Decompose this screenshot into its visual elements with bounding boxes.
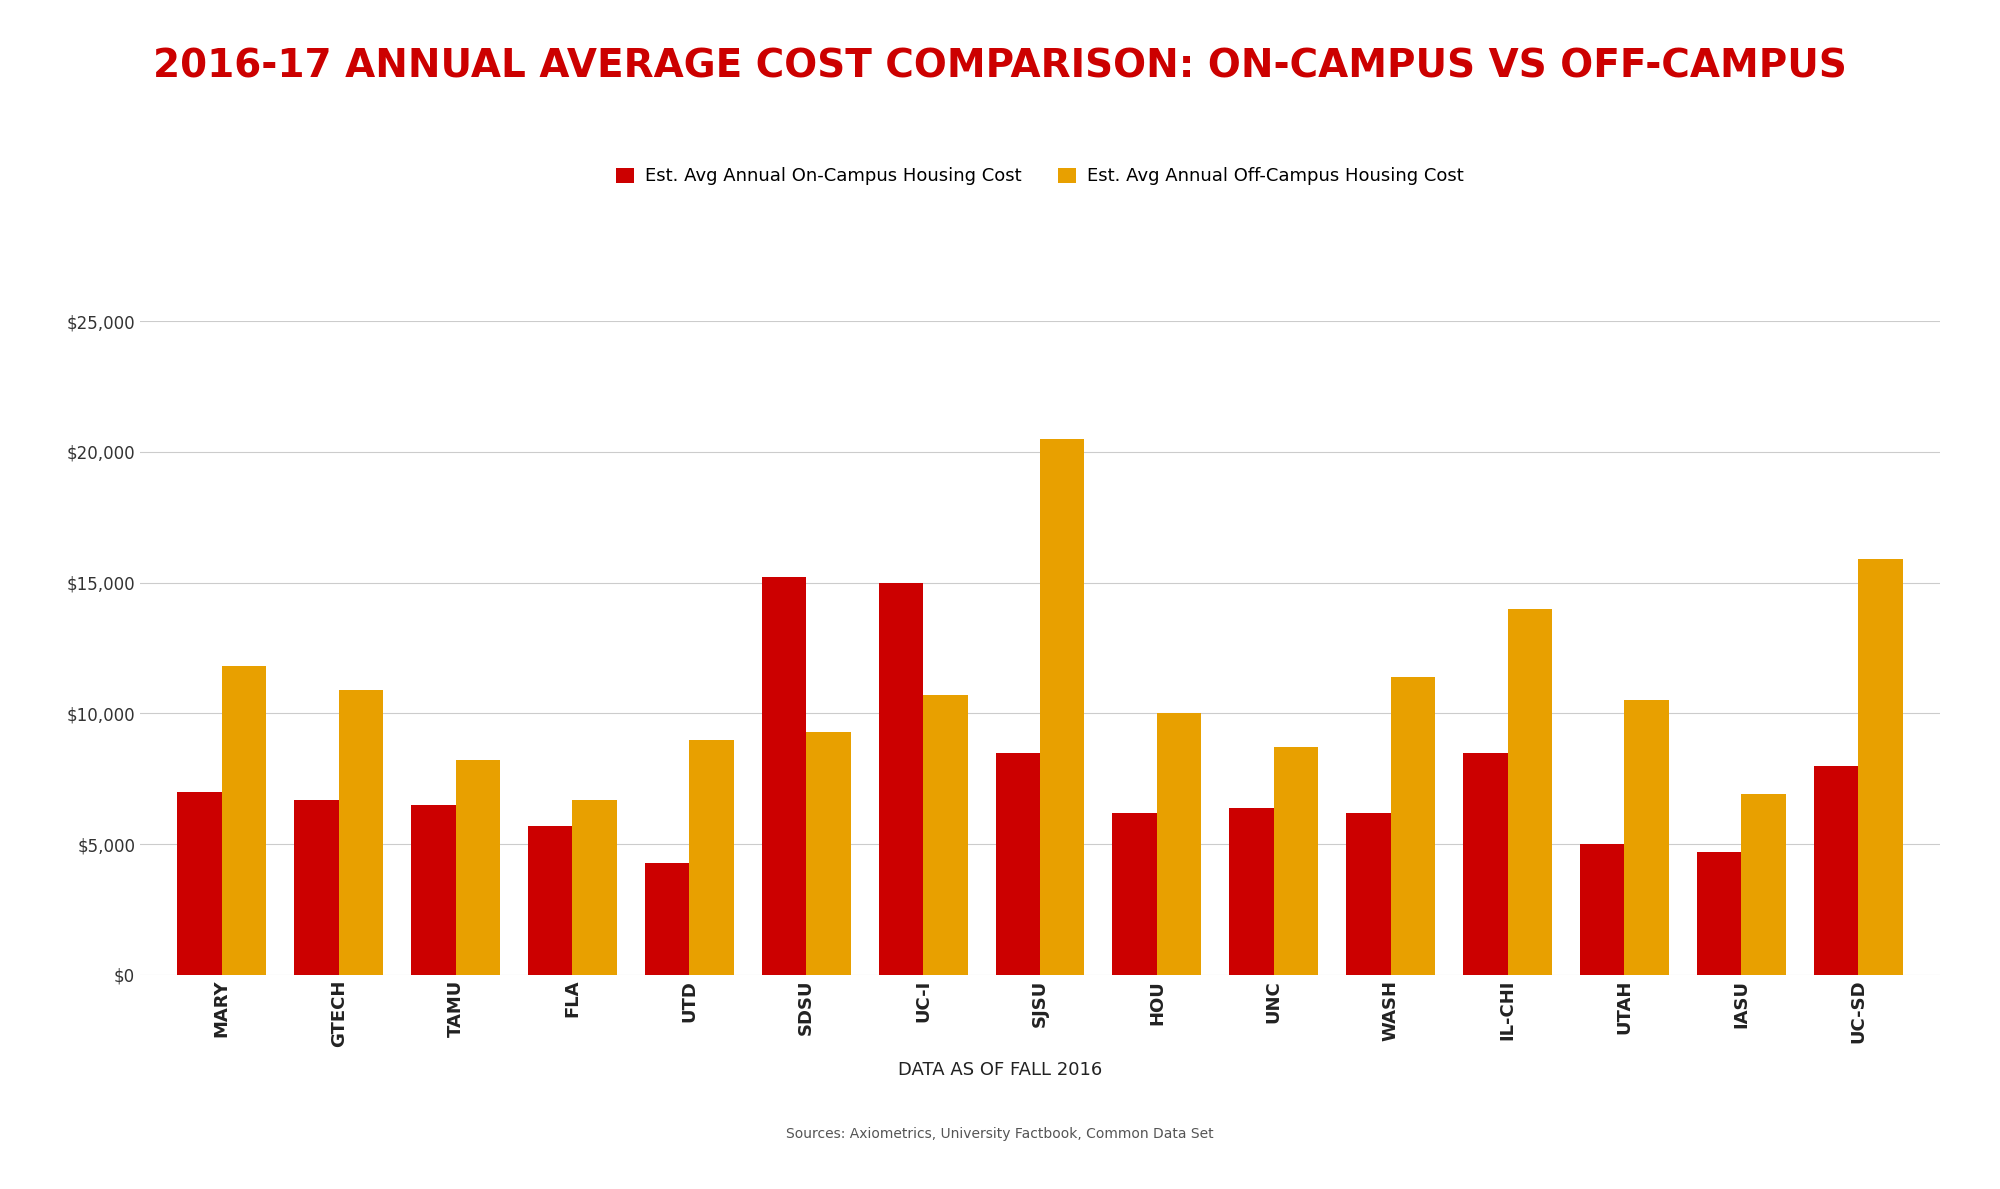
Bar xyxy=(878,583,924,975)
Bar xyxy=(1230,807,1274,975)
Text: 2016-17 ANNUAL AVERAGE COST COMPARISON: ON-CAMPUS VS OFF-CAMPUS: 2016-17 ANNUAL AVERAGE COST COMPARISON: … xyxy=(154,48,1846,86)
Bar xyxy=(1742,794,1786,975)
Text: Sources: Axiometrics, University Factbook, Common Data Set: Sources: Axiometrics, University Factboo… xyxy=(786,1127,1214,1141)
Bar xyxy=(1624,700,1668,975)
Bar xyxy=(222,666,266,975)
Bar xyxy=(1390,677,1436,975)
Bar xyxy=(1858,559,1902,975)
Legend: Est. Avg Annual On-Campus Housing Cost, Est. Avg Annual Off-Campus Housing Cost: Est. Avg Annual On-Campus Housing Cost, … xyxy=(608,158,1472,194)
Bar xyxy=(644,862,690,975)
Bar xyxy=(924,696,968,975)
Bar xyxy=(1274,748,1318,975)
Bar xyxy=(1040,439,1084,975)
Bar xyxy=(1156,713,1202,975)
Bar xyxy=(178,792,222,975)
Bar xyxy=(762,578,806,975)
Bar xyxy=(806,731,850,975)
Bar xyxy=(1346,813,1390,975)
Bar xyxy=(1508,609,1552,975)
Bar xyxy=(1696,853,1742,975)
Bar xyxy=(572,800,616,975)
Bar xyxy=(338,690,384,975)
Bar xyxy=(1112,813,1156,975)
Bar xyxy=(1814,766,1858,975)
Bar xyxy=(456,761,500,975)
Bar xyxy=(294,800,338,975)
Bar xyxy=(690,740,734,975)
Text: DATA AS OF FALL 2016: DATA AS OF FALL 2016 xyxy=(898,1061,1102,1080)
Bar xyxy=(1580,844,1624,975)
Bar xyxy=(996,753,1040,975)
Bar xyxy=(412,805,456,975)
Bar xyxy=(528,826,572,975)
Bar xyxy=(1464,753,1508,975)
